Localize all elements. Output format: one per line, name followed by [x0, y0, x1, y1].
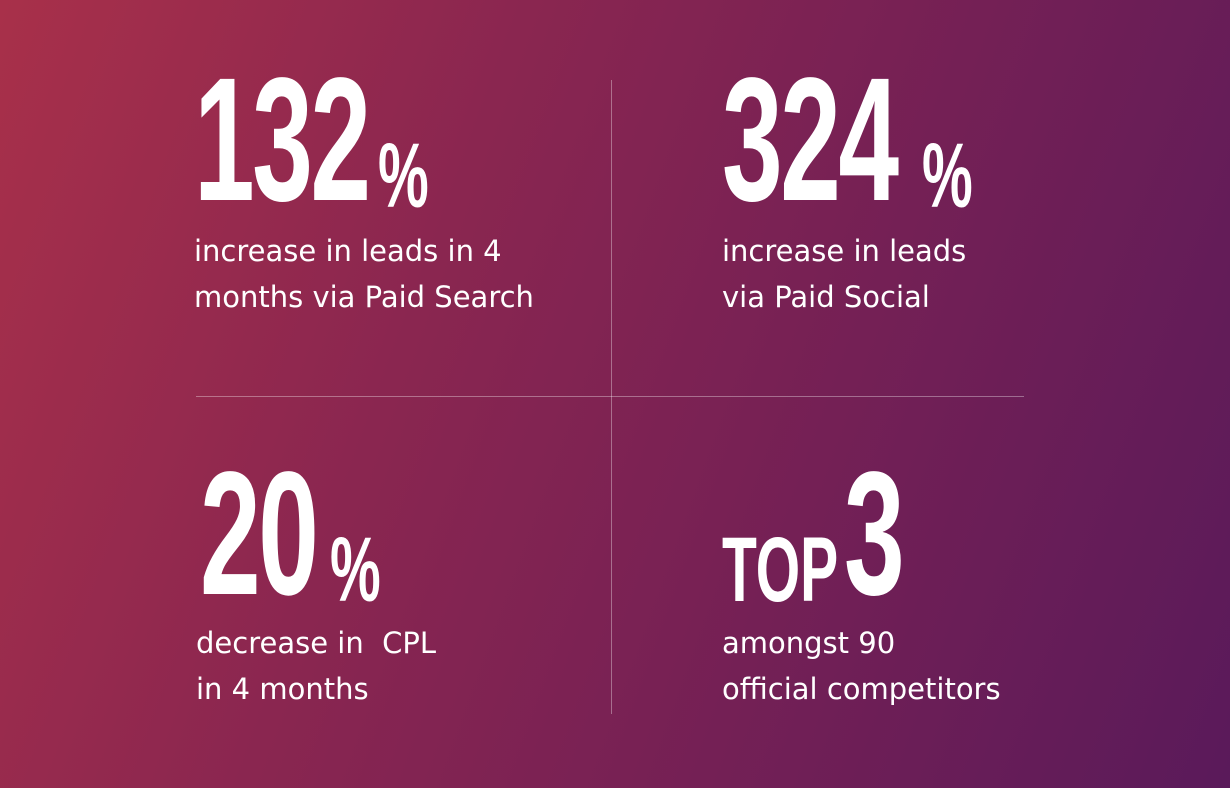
stat-description-line1: increase in leads in 4 [194, 234, 502, 268]
stat-figure: 20 % [200, 446, 460, 622]
horizontal-divider [196, 396, 1024, 397]
stat-value: 132 [194, 42, 371, 238]
stat-value: 20 [200, 436, 319, 632]
stat-description-line1: increase in leads [722, 234, 967, 268]
stat-value: 324 [722, 42, 899, 238]
percent-sign: % [922, 125, 973, 227]
stat-ranking: TOP 3 amongst 90 official competitors [722, 446, 1001, 712]
stat-description-line2: via Paid Social [722, 280, 930, 314]
stat-description-line2: in 4 months [196, 672, 369, 706]
stat-description-line1: decrease in CPL [196, 626, 437, 660]
percent-sign: % [378, 125, 429, 227]
stat-paid-social: 324 % increase in leads via Paid Social [722, 52, 1022, 320]
stat-cpl: 20 % decrease in CPL in 4 months [196, 446, 460, 712]
stat-paid-search: 132 % increase in leads in 4 months via … [194, 52, 534, 320]
top-label: TOP [722, 519, 839, 621]
stat-figure: TOP 3 [722, 446, 982, 622]
percent-sign: % [330, 519, 381, 621]
stat-value: 3 [844, 436, 905, 632]
stat-description-line2: official competitors [722, 672, 1001, 706]
vertical-divider [611, 80, 612, 714]
stat-description-line1: amongst 90 [722, 626, 896, 660]
stat-figure: 132 % [194, 52, 494, 228]
stat-description-line2: months via Paid Search [194, 280, 534, 314]
stat-figure: 324 % [722, 52, 1022, 228]
